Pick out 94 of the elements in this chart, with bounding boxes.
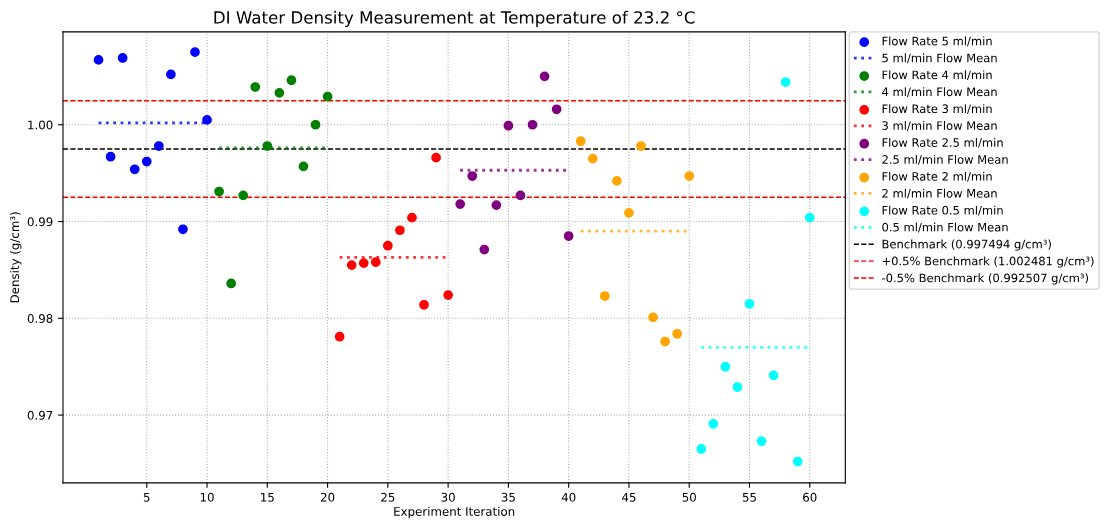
point — [395, 225, 405, 236]
point — [563, 231, 574, 241]
legend-label: Flow Rate 2 ml/min — [882, 171, 992, 182]
point — [503, 120, 514, 131]
point — [708, 418, 719, 429]
point — [515, 190, 526, 201]
y-tick-label: 0.98 — [27, 314, 53, 323]
legend-label: Flow Rate 4 ml/min — [882, 70, 992, 81]
point — [226, 278, 237, 289]
point — [599, 291, 610, 301]
x-axis-title: Experiment Iteration — [394, 506, 515, 519]
x-tick-label: 45 — [622, 492, 636, 502]
legend-label: Flow Rate 3 ml/min — [882, 104, 992, 114]
point — [190, 47, 200, 58]
legend-label: 2 ml/min Flow Mean — [882, 188, 997, 199]
point — [262, 141, 273, 151]
point — [551, 104, 562, 115]
legend-label: Benchmark (0.997494 g/cm³) — [882, 239, 1051, 251]
point — [756, 436, 767, 447]
x-tick-label: 25 — [381, 492, 395, 502]
point — [382, 240, 393, 251]
point — [310, 119, 321, 130]
point — [334, 331, 345, 342]
legend-label: +0.5% Benchmark (1.002481 g/cm³) — [882, 256, 1094, 268]
point — [768, 370, 779, 381]
point — [419, 299, 429, 310]
point — [527, 119, 538, 130]
point — [202, 115, 212, 125]
point — [153, 141, 164, 151]
point — [214, 186, 224, 197]
point — [455, 199, 466, 209]
point — [166, 69, 176, 80]
legend-label: 3 ml/min Flow Mean — [882, 121, 997, 131]
point — [780, 77, 791, 88]
legend-label: Flow Rate 5 ml/min — [882, 36, 992, 47]
point — [792, 456, 803, 467]
point — [443, 290, 453, 300]
x-tick-label: 55 — [742, 492, 756, 502]
y-tick-label: 0.97 — [27, 410, 53, 420]
point — [660, 336, 670, 347]
point — [274, 87, 285, 98]
point — [804, 212, 815, 223]
legend-label: -0.5% Benchmark (0.992507 g/cm³) — [882, 273, 1089, 285]
point — [575, 136, 586, 147]
point — [238, 190, 249, 201]
x-tick-label: 20 — [320, 492, 335, 502]
point — [672, 328, 683, 339]
point — [370, 257, 381, 268]
x-tick-label: 60 — [803, 492, 817, 502]
point — [129, 164, 140, 175]
point — [612, 176, 622, 186]
point — [624, 207, 634, 218]
point — [178, 224, 188, 235]
point — [720, 361, 731, 372]
point — [358, 258, 369, 269]
point — [105, 151, 116, 162]
point — [431, 152, 441, 163]
point — [93, 55, 104, 65]
point — [648, 312, 658, 323]
x-tick-label: 50 — [682, 492, 696, 502]
point — [684, 171, 695, 181]
point — [636, 141, 646, 151]
point — [732, 382, 743, 392]
x-tick-label: 40 — [561, 492, 576, 502]
y-tick-label: 1.00 — [28, 120, 53, 130]
point — [491, 200, 502, 210]
point — [539, 71, 550, 82]
x-tick-label: 35 — [501, 492, 515, 502]
legend-label: 4 ml/min Flow Mean — [882, 87, 997, 98]
y-axis-title: Density (g/cm³) — [10, 212, 22, 303]
legend-label: Flow Rate 0.5 ml/min — [882, 205, 1003, 216]
point — [467, 171, 478, 181]
point — [298, 161, 309, 172]
point — [250, 82, 261, 92]
point — [407, 212, 417, 223]
point — [286, 75, 297, 86]
x-tick-label: 10 — [200, 492, 214, 502]
legend-label: 0.5 ml/min Flow Mean — [882, 222, 1008, 233]
point — [479, 244, 490, 255]
legend-label: 2.5 ml/min Flow Mean — [882, 154, 1008, 165]
point — [322, 91, 333, 102]
point — [346, 260, 357, 270]
legend-label: Flow Rate 2.5 ml/min — [882, 137, 1003, 148]
chart-title: DI Water Density Measurement at Temperature of 23.2 °C — [214, 10, 695, 27]
y-tick-label: 0.99 — [27, 217, 53, 227]
x-tick-label: 15 — [261, 492, 274, 502]
point — [587, 153, 598, 164]
point — [117, 53, 128, 63]
x-tick-label: 30 — [441, 492, 455, 502]
point — [141, 156, 152, 167]
x-tick-label: 5 — [143, 492, 150, 502]
legend-label: 5 ml/min Flow Mean — [882, 53, 997, 64]
point — [744, 298, 755, 309]
point — [696, 444, 707, 454]
